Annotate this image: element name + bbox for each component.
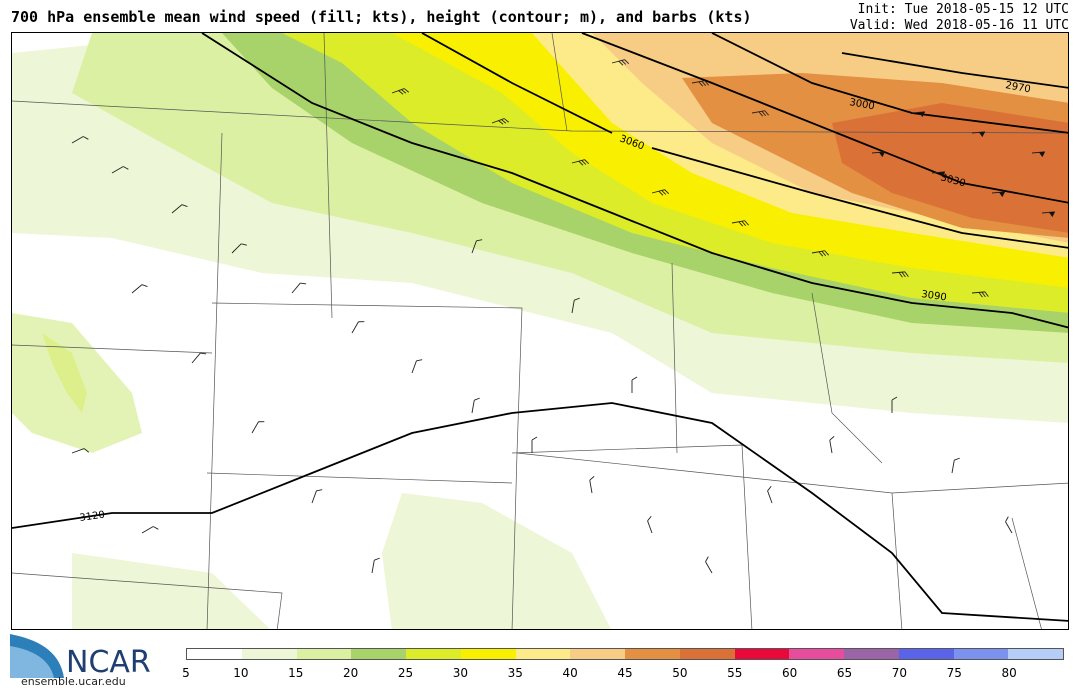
colorbar-tick-label: 20: [342, 666, 359, 680]
colorbar-tick-label: 75: [946, 666, 962, 680]
colorbar-cell: [296, 649, 352, 659]
colorbar-tick-label: 5: [182, 666, 190, 680]
map-title: 700 hPa ensemble mean wind speed (fill; …: [11, 8, 752, 26]
fill-50-55: [832, 103, 1068, 233]
colorbar-cell: [241, 649, 297, 659]
colorbar-cell: [1008, 649, 1063, 659]
colorbar-cell: [406, 649, 461, 659]
colorbar-tick-label: 25: [397, 666, 414, 680]
contour-label: 3090: [921, 289, 948, 303]
fill-south-blob: [382, 493, 611, 629]
colorbar-cell: [734, 649, 790, 659]
fill-sw-blob: [72, 553, 270, 629]
contour-label: 3120: [79, 510, 106, 524]
colorbar-tick-label: 60: [781, 666, 798, 680]
colorbar-tick-label: 65: [836, 666, 853, 680]
colorbar-tick-label: 35: [507, 666, 523, 680]
colorbar-cell: [187, 649, 242, 659]
colorbar-tick-label: 10: [233, 666, 249, 680]
colorbar-tick-label: 80: [1001, 666, 1017, 680]
fill-west-band: [12, 313, 142, 453]
time-info: Init: Tue 2018-05-15 12 UTC Valid: Wed 2…: [850, 2, 1069, 34]
colorbar-cell: [515, 649, 571, 659]
colorbar-cell: [844, 649, 899, 659]
colorbar: [186, 648, 1064, 660]
colorbar-cell: [351, 649, 406, 659]
valid-time: Valid: Wed 2018-05-16 11 UTC: [849, 18, 1069, 33]
political-borders: [12, 33, 1068, 629]
colorbar-cell: [898, 649, 954, 659]
colorbar-cell: [679, 649, 735, 659]
colorbar-cell: [953, 649, 1009, 659]
contour-label: 2970: [1004, 80, 1031, 95]
colorbar-cell: [570, 649, 625, 659]
ncar-logo: NCAR: [10, 634, 151, 680]
map-panel: 2970 3000 3030 3060 3090 3120: [11, 32, 1069, 630]
colorbar-tick-label: 40: [562, 666, 578, 680]
contour-label: 3000: [848, 97, 875, 112]
colorbar-cell: [625, 649, 680, 659]
colorbar-tick-label: 70: [891, 666, 908, 680]
colorbar-tick-label: 45: [617, 666, 633, 680]
wind-map: 2970 3000 3030 3060 3090 3120: [12, 33, 1068, 629]
colorbar-cell: [789, 649, 844, 659]
colorbar-tick-label: 55: [727, 666, 743, 680]
logo-text: NCAR: [66, 645, 151, 680]
height-contours: [12, 33, 1068, 622]
logo-url: ensemble.ucar.edu: [21, 675, 126, 688]
colorbar-tick-label: 50: [672, 666, 688, 680]
colorbar-tick-label: 30: [452, 666, 469, 680]
init-time: Init: Tue 2018-05-15 12 UTC: [857, 2, 1069, 17]
colorbar-tick-label: 15: [288, 666, 304, 680]
colorbar-cell: [460, 649, 516, 659]
